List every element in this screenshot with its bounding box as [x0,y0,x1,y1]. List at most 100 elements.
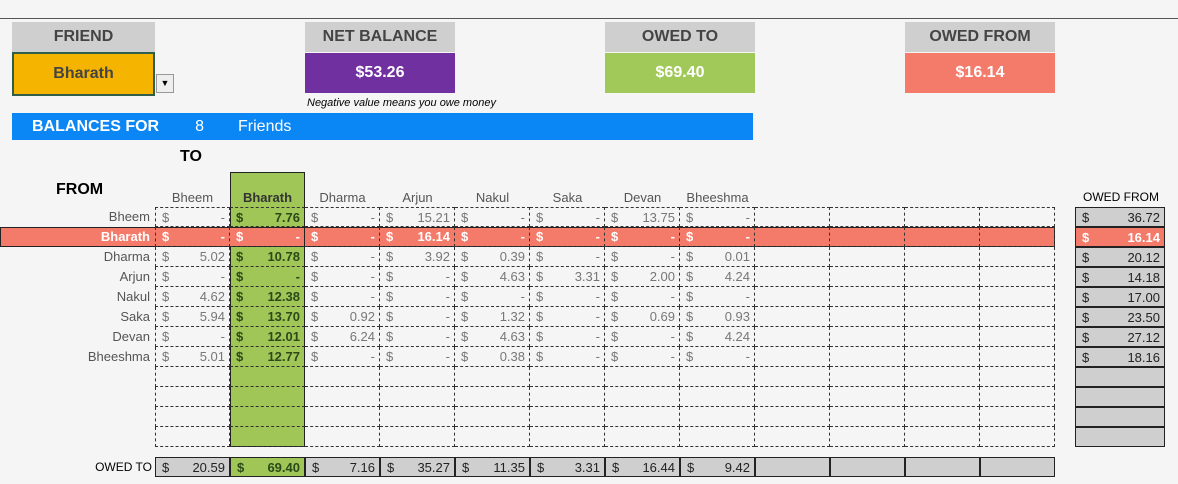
empty-cell[interactable] [905,267,980,287]
empty-cell[interactable] [755,407,830,427]
balance-cell[interactable]: $3.31 [530,267,605,287]
empty-cell[interactable] [455,407,530,427]
empty-cell[interactable] [905,247,980,267]
empty-cell[interactable] [455,367,530,387]
balance-cell[interactable]: $13.75 [605,207,680,227]
balance-cell[interactable]: $12.38 [230,287,305,307]
balance-cell[interactable]: $0.38 [455,347,530,367]
empty-cell[interactable] [680,427,755,447]
balance-cell[interactable]: $0.69 [605,307,680,327]
balance-cell[interactable]: $5.02 [155,247,230,267]
empty-cell[interactable] [305,367,380,387]
empty-cell[interactable] [155,387,230,407]
empty-cell[interactable] [605,367,680,387]
empty-cell[interactable] [905,207,980,227]
empty-cell[interactable] [755,247,830,267]
empty-cell[interactable] [830,367,905,387]
empty-cell[interactable] [155,367,230,387]
empty-cell[interactable] [830,207,905,227]
balance-cell[interactable]: $2.00 [605,267,680,287]
balance-cell[interactable]: $ - [380,287,455,307]
empty-cell[interactable] [830,347,905,367]
empty-cell[interactable] [755,427,830,447]
empty-cell[interactable] [830,407,905,427]
balance-cell[interactable]: $6.24 [305,327,380,347]
empty-cell[interactable] [980,307,1055,327]
empty-cell[interactable] [980,427,1055,447]
empty-cell[interactable] [755,367,830,387]
empty-cell[interactable] [830,327,905,347]
empty-cell[interactable] [980,287,1055,307]
balance-cell[interactable]: $ - [305,227,380,247]
empty-cell[interactable] [980,267,1055,287]
empty-cell[interactable] [905,287,980,307]
empty-cell[interactable] [905,367,980,387]
empty-cell[interactable] [980,327,1055,347]
empty-cell[interactable] [230,387,305,407]
balance-cell[interactable]: $ - [455,227,530,247]
empty-cell[interactable] [680,407,755,427]
balance-cell[interactable]: $ - [305,247,380,267]
balance-cell[interactable]: $ - [605,287,680,307]
balance-cell[interactable]: $ - [155,227,230,247]
empty-cell[interactable] [980,247,1055,267]
empty-cell[interactable] [605,427,680,447]
empty-cell[interactable] [380,387,455,407]
balance-cell[interactable]: $12.01 [230,327,305,347]
friend-select[interactable]: Bharath [12,52,155,96]
empty-cell[interactable] [905,407,980,427]
balance-cell[interactable]: $4.63 [455,327,530,347]
empty-cell[interactable] [755,347,830,367]
balance-cell[interactable]: $ - [155,267,230,287]
empty-cell[interactable] [755,207,830,227]
balance-cell[interactable]: $12.77 [230,347,305,367]
balance-cell[interactable]: $0.39 [455,247,530,267]
balance-cell[interactable]: $ - [530,327,605,347]
empty-cell[interactable] [755,307,830,327]
empty-cell[interactable] [530,407,605,427]
balance-cell[interactable]: $ - [380,347,455,367]
empty-cell[interactable] [530,427,605,447]
empty-cell[interactable] [830,247,905,267]
balance-cell[interactable]: $ - [605,247,680,267]
balance-cell[interactable]: $ - [305,287,380,307]
balance-cell[interactable]: $0.93 [680,307,755,327]
balance-cell[interactable]: $ - [455,287,530,307]
balance-cell[interactable]: $16.14 [380,227,455,247]
balance-cell[interactable]: $ - [530,207,605,227]
empty-cell[interactable] [230,427,305,447]
balance-cell[interactable]: $0.01 [680,247,755,267]
balance-cell[interactable]: $ - [305,207,380,227]
empty-cell[interactable] [905,427,980,447]
balance-cell[interactable]: $1.32 [455,307,530,327]
balance-cell[interactable]: $ - [680,287,755,307]
balance-cell[interactable]: $13.70 [230,307,305,327]
empty-cell[interactable] [605,387,680,407]
empty-cell[interactable] [980,387,1055,407]
chevron-down-icon[interactable]: ▼ [156,74,174,93]
empty-cell[interactable] [755,287,830,307]
balance-cell[interactable]: $ - [680,347,755,367]
balance-cell[interactable]: $ - [605,227,680,247]
balance-cell[interactable]: $ - [680,207,755,227]
balance-cell[interactable]: $ - [530,227,605,247]
empty-cell[interactable] [230,367,305,387]
balance-cell[interactable]: $5.01 [155,347,230,367]
balance-cell[interactable]: $4.62 [155,287,230,307]
balance-cell[interactable]: $ - [530,287,605,307]
balance-cell[interactable]: $0.92 [305,307,380,327]
empty-cell[interactable] [680,367,755,387]
empty-cell[interactable] [380,407,455,427]
empty-cell[interactable] [830,267,905,287]
balance-cell[interactable]: $ - [155,207,230,227]
balance-cell[interactable]: $4.63 [455,267,530,287]
empty-cell[interactable] [905,307,980,327]
empty-cell[interactable] [830,427,905,447]
empty-cell[interactable] [905,327,980,347]
balance-cell[interactable]: $3.92 [380,247,455,267]
empty-cell[interactable] [605,407,680,427]
empty-cell[interactable] [905,227,980,247]
empty-cell[interactable] [905,347,980,367]
balance-cell[interactable]: $ - [605,347,680,367]
balance-cell[interactable]: $ - [380,327,455,347]
